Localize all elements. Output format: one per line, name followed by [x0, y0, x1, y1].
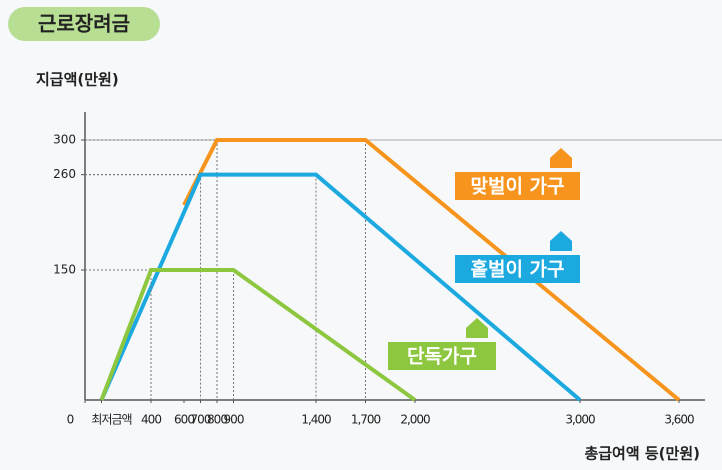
x-tick-label: 최저금액	[91, 413, 131, 427]
x-axis-label: 총급여액 등(만원)	[584, 445, 700, 463]
series-line	[99, 172, 582, 402]
title-pill	[8, 7, 160, 41]
series-label: 홑벌이 가구	[470, 258, 564, 281]
y-tick-label: 150	[53, 263, 76, 277]
x-tick-label: 900	[224, 413, 244, 427]
series-line	[99, 268, 417, 402]
label-box	[455, 172, 580, 200]
house-icon	[466, 318, 488, 338]
series-label: 맞벌이 가구	[470, 176, 564, 198]
x-tick-label: 400	[141, 413, 161, 427]
x-tick-label: 2,000	[400, 413, 430, 427]
x-tick-label: 3,600	[664, 413, 694, 427]
series-label: 단독가구	[407, 346, 477, 368]
house-icon	[550, 148, 572, 168]
chart-title: 근로장려금	[38, 12, 130, 36]
x-tick-label: 1,700	[351, 413, 381, 427]
y-tick-label: 300	[53, 133, 76, 147]
label-box	[388, 342, 496, 370]
x-tick-label: 800	[207, 413, 227, 427]
x-tick-label: 0	[67, 413, 74, 427]
x-tick-label: 3,000	[565, 413, 595, 427]
x-tick-label: 700	[191, 413, 211, 427]
x-tick-label: 1,400	[301, 413, 331, 427]
house-icon	[550, 231, 572, 251]
y-tick-label: 260	[53, 167, 76, 181]
label-box	[455, 255, 580, 283]
x-tick-label: 600	[174, 413, 194, 427]
y-axis-label: 지급액(만원)	[36, 71, 119, 89]
